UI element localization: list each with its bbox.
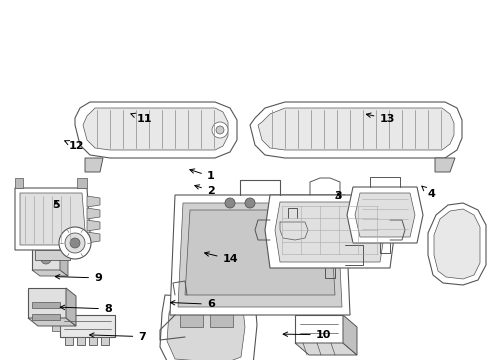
Polygon shape	[295, 315, 343, 343]
Text: 12: 12	[65, 141, 84, 151]
Polygon shape	[185, 210, 335, 295]
Polygon shape	[343, 315, 357, 355]
Text: 5: 5	[52, 200, 60, 210]
Bar	[32, 314, 60, 320]
Polygon shape	[77, 337, 85, 345]
Text: 14: 14	[205, 252, 238, 264]
Polygon shape	[20, 193, 85, 245]
Polygon shape	[295, 343, 357, 355]
Polygon shape	[60, 248, 68, 276]
Circle shape	[216, 126, 224, 134]
Polygon shape	[35, 250, 70, 260]
Text: 6: 6	[171, 299, 215, 309]
Polygon shape	[87, 220, 100, 231]
Polygon shape	[15, 178, 23, 188]
Polygon shape	[83, 108, 228, 150]
Text: 10: 10	[283, 330, 331, 340]
Text: 7: 7	[90, 332, 146, 342]
Polygon shape	[28, 288, 66, 318]
Circle shape	[70, 238, 80, 248]
Polygon shape	[167, 305, 245, 360]
Polygon shape	[170, 195, 350, 315]
Text: 9: 9	[55, 273, 102, 283]
Text: 2: 2	[195, 185, 215, 196]
Polygon shape	[275, 218, 313, 243]
Text: 4: 4	[422, 186, 435, 199]
Circle shape	[225, 198, 235, 208]
Polygon shape	[180, 313, 203, 327]
Polygon shape	[75, 102, 237, 158]
Circle shape	[212, 122, 228, 138]
Polygon shape	[66, 288, 76, 326]
Polygon shape	[87, 208, 100, 219]
Text: 11: 11	[131, 113, 152, 124]
Text: 3: 3	[334, 191, 342, 201]
Polygon shape	[275, 202, 385, 262]
Polygon shape	[87, 196, 100, 207]
Text: 1: 1	[190, 169, 215, 181]
Polygon shape	[15, 188, 90, 250]
Text: 13: 13	[367, 113, 395, 124]
Polygon shape	[60, 315, 115, 337]
Polygon shape	[178, 203, 342, 307]
Polygon shape	[52, 321, 60, 331]
Polygon shape	[85, 158, 103, 172]
Circle shape	[41, 254, 51, 264]
Polygon shape	[28, 318, 76, 326]
Polygon shape	[250, 102, 462, 158]
Circle shape	[245, 198, 255, 208]
Polygon shape	[65, 337, 73, 345]
Polygon shape	[347, 187, 423, 243]
Polygon shape	[32, 270, 68, 276]
Polygon shape	[160, 295, 257, 360]
Circle shape	[65, 233, 85, 253]
Polygon shape	[87, 232, 100, 243]
Polygon shape	[210, 313, 233, 327]
Polygon shape	[355, 193, 415, 237]
Polygon shape	[434, 209, 480, 279]
Text: 8: 8	[60, 304, 112, 314]
Polygon shape	[77, 178, 87, 188]
Polygon shape	[435, 158, 455, 172]
Polygon shape	[428, 203, 486, 285]
Polygon shape	[265, 195, 395, 268]
Polygon shape	[101, 337, 109, 345]
Polygon shape	[258, 108, 454, 150]
Bar	[32, 302, 60, 308]
Polygon shape	[32, 248, 60, 270]
Circle shape	[59, 227, 91, 259]
Polygon shape	[89, 337, 97, 345]
